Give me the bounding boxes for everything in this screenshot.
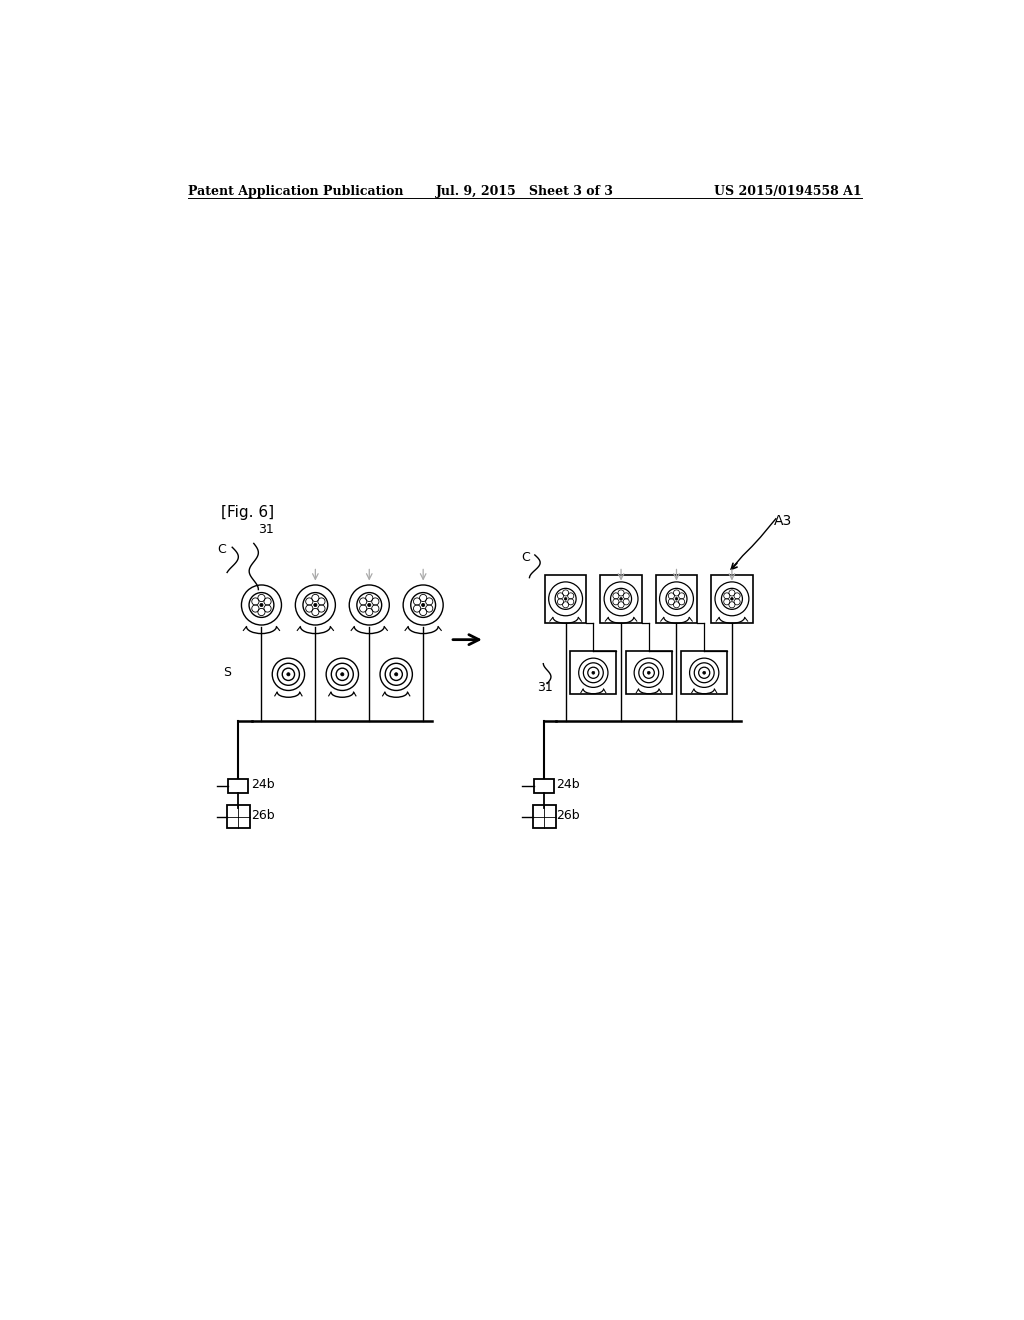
Text: 24b: 24b (556, 777, 580, 791)
Circle shape (564, 598, 567, 601)
Bar (535, 779, 554, 793)
Circle shape (702, 672, 706, 675)
Circle shape (260, 603, 263, 607)
Bar (600, 576, 642, 623)
Text: 26b: 26b (556, 809, 580, 822)
Text: US 2015/0194558 A1: US 2015/0194558 A1 (715, 185, 862, 198)
Bar (655, 576, 697, 623)
Circle shape (422, 603, 425, 607)
Text: 31: 31 (258, 523, 273, 536)
Circle shape (394, 673, 398, 676)
Bar (626, 651, 672, 694)
Circle shape (313, 603, 317, 607)
Circle shape (675, 598, 678, 601)
Bar (228, 779, 249, 793)
Text: A3: A3 (773, 515, 792, 528)
Circle shape (341, 673, 344, 676)
Text: Jul. 9, 2015   Sheet 3 of 3: Jul. 9, 2015 Sheet 3 of 3 (436, 185, 613, 198)
Circle shape (647, 672, 650, 675)
Circle shape (620, 598, 623, 601)
Text: Patent Application Publication: Patent Application Publication (188, 185, 403, 198)
Text: 26b: 26b (251, 809, 274, 822)
Text: C: C (217, 543, 226, 556)
Circle shape (730, 598, 733, 601)
Bar (532, 805, 556, 829)
Circle shape (368, 603, 371, 607)
Bar (681, 651, 727, 694)
Bar (545, 576, 587, 623)
Text: 31: 31 (538, 681, 553, 694)
Text: S: S (223, 667, 230, 680)
Text: 24b: 24b (251, 777, 274, 791)
Text: [Fig. 6]: [Fig. 6] (221, 506, 274, 520)
Bar (711, 576, 753, 623)
Bar (570, 651, 616, 694)
Circle shape (287, 673, 290, 676)
Circle shape (592, 672, 595, 675)
Bar (226, 805, 250, 829)
Text: C: C (521, 550, 530, 564)
